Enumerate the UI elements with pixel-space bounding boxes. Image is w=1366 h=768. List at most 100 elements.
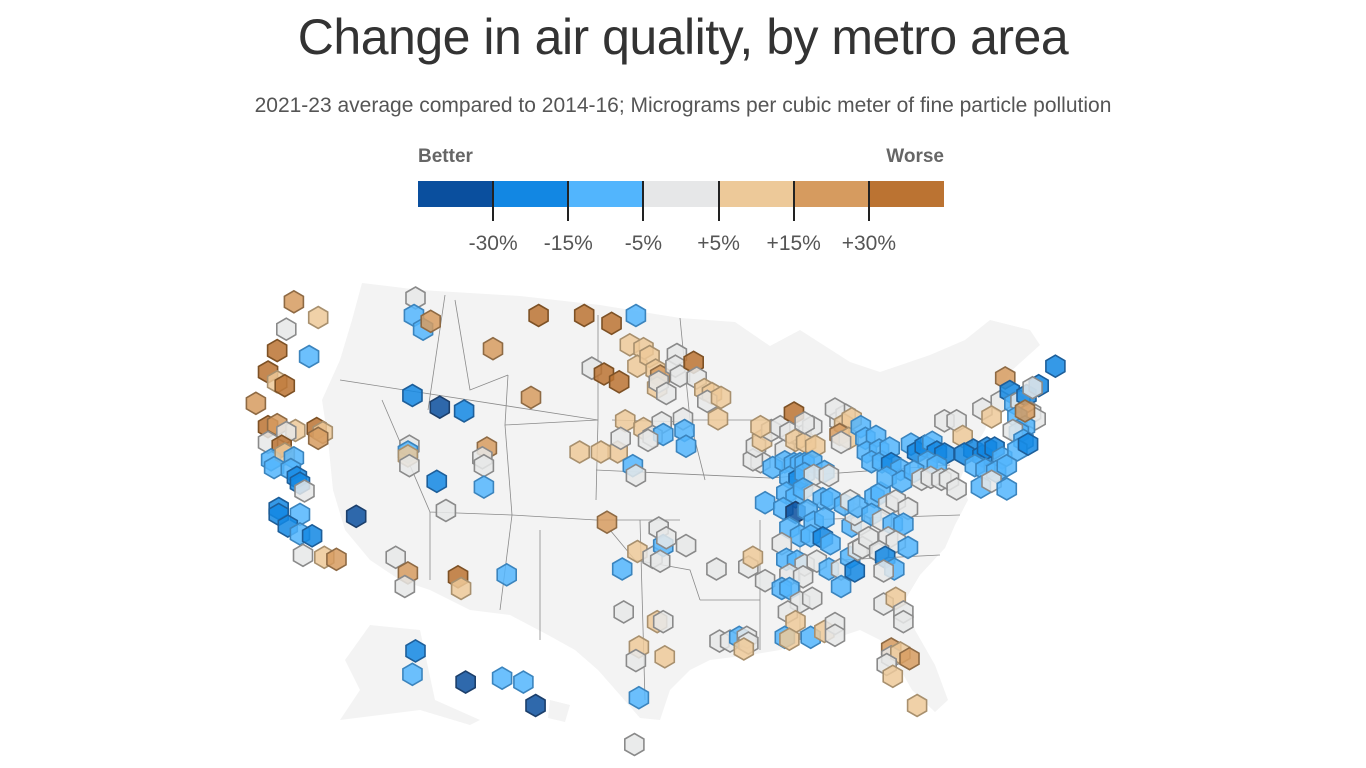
conus-metro-hexagon-slightly-better	[298, 344, 320, 369]
conus-metro-hexagon-slightly-worse	[654, 644, 676, 669]
legend-tick-label: -5%	[624, 232, 663, 255]
state-border	[454, 299, 509, 391]
conus-metro-hexagon-slightly-worse	[627, 539, 648, 564]
conus-metro-hexagon-much-better	[429, 395, 451, 420]
conus-metro-hexagon-worse	[596, 510, 618, 535]
conus-metro-hexagon-slightly-better	[611, 557, 633, 581]
conus-metro-hexagon-better	[1017, 432, 1039, 457]
conus-metro-hexagon-little-change	[1022, 375, 1043, 400]
conus-metro-hexagon-slightly-worse	[882, 664, 904, 689]
conus-metro-hexagon-slightly-worse	[906, 693, 928, 718]
conus-metro-hexagon-much-worse	[608, 369, 630, 394]
conus-metro-hexagon-worse	[420, 309, 441, 334]
conus-metro-hexagon-slightly-worse	[981, 404, 1002, 429]
conus-metro-hexagon-slightly-better	[897, 535, 919, 560]
conus-metro-hexagon-little-change	[394, 574, 416, 599]
legend-tick	[642, 181, 645, 221]
conus-metro-hexagon-worse	[520, 385, 542, 410]
conus-metro-hexagon-slightly-better	[675, 434, 697, 459]
legend-tick-label: +15%	[766, 232, 821, 255]
conus-metro-hexagon-much-worse	[573, 303, 595, 328]
conus-metro-hexagon-little-change	[873, 559, 894, 583]
conus-metro-hexagon-little-change	[818, 463, 840, 488]
conus-metro-hexagon-slightly-better	[996, 477, 1018, 501]
legend-swatch-much-better	[418, 181, 494, 207]
state-border	[504, 424, 513, 516]
conus-metro-hexagon-little-change	[824, 623, 846, 648]
legend-color-bar	[418, 181, 944, 207]
conus-metro-hexagon-little-change	[893, 609, 914, 634]
conus-metro-hexagon-little-change	[625, 463, 647, 488]
legend-tick-label: +30%	[841, 232, 896, 255]
conus-metro-hexagon-better	[453, 399, 475, 423]
conus-metro-hexagon-slightly-better	[876, 465, 897, 490]
conus-metro-hexagon-slightly-better	[628, 685, 650, 710]
conus-metro-hexagon-little-change	[624, 732, 645, 757]
chart-title: Change in air quality, by metro area	[297, 9, 1069, 65]
conus-metro-hexagon-much-worse	[266, 338, 288, 363]
legend-tick	[567, 181, 570, 221]
conus-metro-hexagon-little-change	[276, 317, 297, 342]
legend-swatch-slightly-worse	[718, 181, 794, 207]
conus-metro-hexagon-little-change	[656, 381, 677, 406]
conus-metro-hexagon-little-change	[292, 543, 314, 568]
legend-tick	[792, 181, 795, 221]
conus-metro-hexagon-slightly-better	[625, 303, 647, 328]
state-border	[339, 379, 599, 421]
conus-metro-hexagon-slightly-better	[652, 422, 674, 447]
conus-metro-hexagon-little-change	[794, 410, 815, 435]
state-border	[427, 294, 446, 411]
color-legend: Better Worse -30% -15% -5% +5% +15% +30%	[418, 146, 944, 256]
conus-metro-hexagon-better	[301, 523, 323, 548]
conus-metro-hexagon-little-change	[946, 477, 967, 501]
conus-metro-hexagon-little-change	[652, 609, 674, 634]
conus-metro-hexagon-little-change	[637, 428, 659, 453]
alaska-metro-hexagon-much-better	[455, 670, 476, 695]
conus-metro-hexagon-better	[426, 469, 448, 494]
conus-metro-hexagon-better	[402, 383, 423, 408]
conus-metro-hexagon-better	[1045, 354, 1066, 379]
conus-metro-hexagon-little-change	[656, 525, 677, 550]
legend-tick-label: -30%	[468, 232, 518, 255]
conus-metro-hexagon-slightly-worse	[450, 576, 472, 601]
conus-metro-hexagon-worse	[245, 391, 267, 416]
conus-metro-hexagon-little-change	[613, 599, 634, 624]
conus-metro-hexagon-little-change	[649, 549, 671, 574]
conus-metro-hexagon-slightly-better	[473, 475, 495, 500]
hawaii-metro-hexagon-slightly-better	[491, 666, 513, 691]
conus-metro-hexagon-little-change	[754, 568, 776, 593]
legend-swatch-little-change	[643, 181, 719, 207]
conus-metro-hexagon-little-change	[675, 533, 697, 558]
alaska-metro-hexagon-better	[405, 638, 426, 663]
conus-metro-hexagon-slightly-better	[820, 531, 841, 556]
state-border	[499, 514, 513, 611]
conus-metro-hexagon-little-change	[610, 426, 631, 451]
conus-metro-hexagon-worse	[899, 646, 920, 671]
conus-metro-hexagon-slightly-worse	[779, 627, 800, 652]
legend-worse-label: Worse	[886, 146, 944, 167]
conus-metro-hexagon-little-change	[801, 586, 823, 611]
conus-metro-hexagon-slightly-worse	[750, 414, 771, 439]
conus-metro-hexagon-much-worse	[528, 303, 549, 328]
legend-swatch-much-worse	[868, 181, 944, 207]
conus-metro-hexagon-worse	[482, 336, 504, 361]
conus-metro-hexagon-much-worse	[274, 373, 296, 398]
conus-metro-hexagon-slightly-worse	[710, 385, 732, 410]
conus-metro-hexagon-little-change	[399, 453, 420, 478]
conus-metro-hexagon-worse	[326, 547, 347, 572]
conus-metro-hexagon-worse	[1014, 399, 1036, 423]
conus-metro-hexagon-much-worse	[593, 362, 615, 386]
chart-subtitle: 2021-23 average compared to 2014-16; Mic…	[254, 94, 1112, 117]
conus-metro-hexagon-little-change	[625, 648, 647, 673]
conus-metro-hexagon-little-change	[473, 453, 495, 478]
hawaii-metro-hexagon-much-better	[525, 693, 546, 718]
conus-metro-hexagon-slightly-worse	[707, 406, 729, 431]
conus-metro-hexagon-slightly-worse	[590, 440, 612, 464]
hawaii-land	[548, 700, 570, 722]
conus-metro-hexagon-little-change	[830, 430, 852, 455]
conus-metro-hexagon-slightly-worse	[569, 440, 590, 464]
legend-tick	[717, 181, 720, 221]
conus-metro-hexagon-little-change	[385, 545, 406, 570]
metro-hexagons	[245, 286, 1066, 757]
